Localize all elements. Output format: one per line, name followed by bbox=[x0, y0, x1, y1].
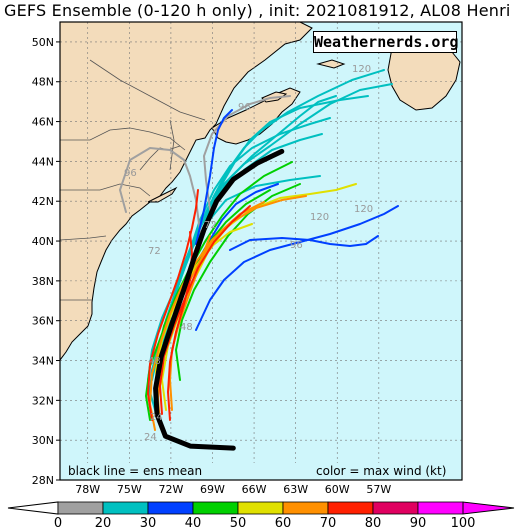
colorbar-label: 70 bbox=[320, 516, 337, 531]
forecast-hour-label: 120 bbox=[352, 64, 371, 75]
colorbar-label: 50 bbox=[230, 516, 247, 531]
nova-scotia-land bbox=[211, 87, 301, 145]
colorbar-label: 20 bbox=[95, 516, 112, 531]
forecast-hour-label: 24 bbox=[144, 432, 157, 443]
lat-label: 48N bbox=[32, 76, 54, 89]
colorbar-segment bbox=[372, 501, 419, 515]
colorbar-segment bbox=[192, 501, 239, 515]
lon-label: 75W bbox=[117, 483, 142, 496]
colorbar-segment bbox=[327, 501, 374, 515]
lat-label: 50N bbox=[32, 36, 54, 49]
forecast-hour-label: 72 bbox=[148, 246, 161, 257]
ensemble-tracks bbox=[119, 69, 399, 431]
ensemble-member-track bbox=[119, 147, 201, 233]
lat-label: 28N bbox=[32, 474, 54, 487]
color-legend: color = max wind (kt) bbox=[316, 464, 446, 478]
colorbar-segment bbox=[417, 501, 464, 515]
forecast-hour-label: 120 bbox=[310, 212, 329, 223]
lat-label: 42N bbox=[32, 195, 54, 208]
map-frame bbox=[59, 21, 463, 481]
colorbar-label: 100 bbox=[451, 516, 476, 531]
ensemble-member-track bbox=[187, 69, 385, 257]
ensemble-member-track bbox=[169, 235, 211, 411]
forecast-hour-label: 120 bbox=[354, 204, 373, 215]
lon-label: 69W bbox=[200, 483, 225, 496]
forecast-hour-label: 72 bbox=[204, 220, 217, 231]
colorbar-label: 0 bbox=[54, 516, 62, 531]
colorbar-segment bbox=[237, 501, 284, 515]
lat-label: 38N bbox=[32, 275, 54, 288]
lat-label: 32N bbox=[32, 394, 54, 407]
lon-label: 72W bbox=[158, 483, 183, 496]
lon-label: 60W bbox=[325, 483, 350, 496]
longitude-labels: 78W 75W 72W 69W 66W 63W 60W 57W bbox=[75, 483, 391, 496]
ensemble-member-track bbox=[147, 189, 199, 421]
long-island-land bbox=[147, 186, 178, 203]
colorbar-low-arrow bbox=[7, 501, 59, 515]
lon-label: 63W bbox=[283, 483, 308, 496]
colorbar-segment bbox=[102, 501, 149, 515]
colorbar-label: 80 bbox=[365, 516, 382, 531]
forecast-hour-label: 96 bbox=[238, 102, 251, 113]
wind-colorbar: 0 20 30 40 50 60 70 80 90 100 bbox=[7, 501, 515, 531]
watermark: Weathernerds.org bbox=[313, 31, 459, 53]
legend-band bbox=[61, 463, 461, 479]
ensemble-member-track bbox=[229, 235, 379, 251]
latitude-labels: 50N 48N 46N 44N 42N 40N 38N 36N 34N 32N 30N 28N bbox=[32, 36, 60, 487]
forecast-hour-label: 24 bbox=[150, 412, 163, 423]
colorbar-high-arrow bbox=[462, 501, 515, 515]
colorbar-segment bbox=[147, 501, 194, 515]
lat-label: 34N bbox=[32, 355, 54, 368]
lat-label: 30N bbox=[32, 434, 54, 447]
ensemble-mean-track bbox=[153, 148, 285, 451]
forecast-hour-label: 96 bbox=[290, 240, 303, 251]
ensemble-member-track bbox=[195, 109, 233, 245]
lat-label: 40N bbox=[32, 235, 54, 248]
lon-label: 57W bbox=[366, 483, 391, 496]
colorbar-label: 60 bbox=[275, 516, 292, 531]
lon-label: 78W bbox=[75, 483, 100, 496]
forecast-hour-label: 96 bbox=[124, 168, 137, 179]
map-title: GEFS Ensemble (0-120 h only) , init: 202… bbox=[4, 1, 511, 20]
forecast-hour-label: 48 bbox=[148, 356, 161, 367]
colorbar-label: 90 bbox=[410, 516, 427, 531]
lat-label: 46N bbox=[32, 116, 54, 129]
forecast-hour-label: 48 bbox=[180, 322, 193, 333]
colorbar-segment bbox=[282, 501, 329, 515]
lon-label: 66W bbox=[242, 483, 267, 496]
lat-label: 44N bbox=[32, 155, 54, 168]
colorbar-label: 40 bbox=[185, 516, 202, 531]
mean-line-legend: black line = ens mean bbox=[68, 464, 202, 478]
lat-label: 36N bbox=[32, 315, 54, 328]
ensemble-member-track bbox=[195, 205, 399, 331]
hour-labels: 120 120 120 96 96 96 72 72 48 48 24 24 bbox=[124, 64, 373, 443]
colorbar-label: 30 bbox=[140, 516, 157, 531]
colorbar-segment bbox=[57, 501, 104, 515]
